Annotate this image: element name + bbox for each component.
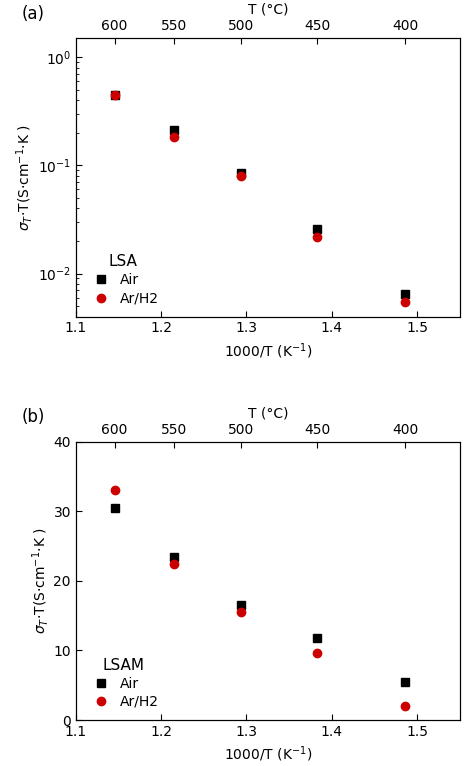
X-axis label: 1000/T (K$^{-1}$): 1000/T (K$^{-1}$) <box>224 341 312 361</box>
Ar/H2 <box>238 607 244 617</box>
Ar/H2 <box>171 559 177 568</box>
Ar/H2 <box>112 486 118 495</box>
Ar/H2 <box>238 172 244 181</box>
Ar/H2 <box>314 232 320 241</box>
X-axis label: T (°C): T (°C) <box>247 406 288 421</box>
Line: Air: Air <box>111 504 410 686</box>
Y-axis label: $\sigma_T$$\cdot$T(S$\cdot$cm$^{-1}$$\cdot$K ): $\sigma_T$$\cdot$T(S$\cdot$cm$^{-1}$$\cd… <box>29 528 51 634</box>
Line: Air: Air <box>111 90 410 298</box>
Air <box>238 169 244 178</box>
Text: (a): (a) <box>22 5 45 23</box>
Air <box>171 125 177 134</box>
Legend: Air, Ar/H2: Air, Ar/H2 <box>83 250 164 309</box>
Air <box>112 503 118 512</box>
Ar/H2 <box>402 297 408 306</box>
X-axis label: T (°C): T (°C) <box>247 3 288 17</box>
Ar/H2 <box>314 648 320 657</box>
Legend: Air, Ar/H2: Air, Ar/H2 <box>83 653 164 713</box>
Y-axis label: $\sigma_T$$\cdot$T(S$\cdot$cm$^{-1}$$\cdot$K ): $\sigma_T$$\cdot$T(S$\cdot$cm$^{-1}$$\cd… <box>14 124 35 231</box>
Text: (b): (b) <box>22 408 46 427</box>
X-axis label: 1000/T (K$^{-1}$): 1000/T (K$^{-1}$) <box>224 745 312 764</box>
Ar/H2 <box>171 132 177 141</box>
Air <box>171 552 177 561</box>
Ar/H2 <box>112 90 118 100</box>
Air <box>314 224 320 234</box>
Air <box>402 290 408 299</box>
Line: Ar/H2: Ar/H2 <box>111 90 410 306</box>
Air <box>314 633 320 643</box>
Air <box>238 601 244 610</box>
Air <box>402 677 408 686</box>
Line: Ar/H2: Ar/H2 <box>111 486 410 710</box>
Air <box>112 90 118 100</box>
Ar/H2 <box>402 702 408 711</box>
